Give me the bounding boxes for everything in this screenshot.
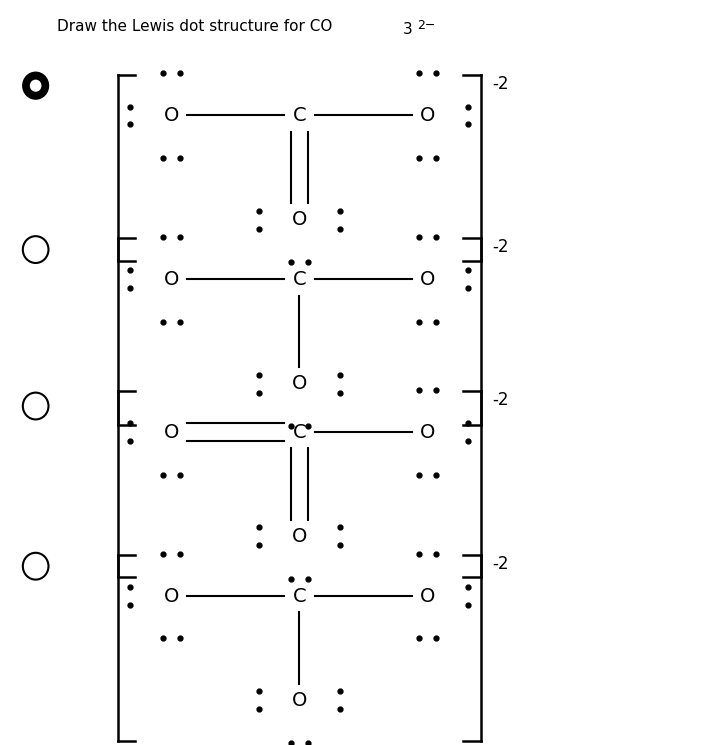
Text: O: O — [163, 422, 179, 442]
Text: Draw the Lewis dot structure for CO: Draw the Lewis dot structure for CO — [57, 19, 332, 34]
Text: C: C — [292, 422, 307, 442]
Text: O: O — [292, 527, 307, 546]
Text: O: O — [292, 210, 307, 229]
Text: C: C — [292, 586, 307, 606]
Text: O: O — [420, 106, 436, 125]
Text: O: O — [420, 422, 436, 442]
Text: O: O — [420, 270, 436, 289]
Text: 2−: 2− — [417, 19, 436, 31]
Text: 3: 3 — [403, 22, 413, 37]
Circle shape — [23, 72, 48, 99]
Text: C: C — [292, 106, 307, 125]
Text: C: C — [292, 270, 307, 289]
Text: O: O — [163, 106, 179, 125]
Text: -2: -2 — [492, 74, 508, 92]
Text: O: O — [163, 270, 179, 289]
Circle shape — [31, 80, 41, 91]
Text: -2: -2 — [492, 238, 508, 256]
Text: O: O — [292, 374, 307, 393]
Text: O: O — [420, 586, 436, 606]
Text: -2: -2 — [492, 391, 508, 409]
Text: O: O — [292, 691, 307, 710]
Text: O: O — [163, 586, 179, 606]
Text: -2: -2 — [492, 555, 508, 573]
